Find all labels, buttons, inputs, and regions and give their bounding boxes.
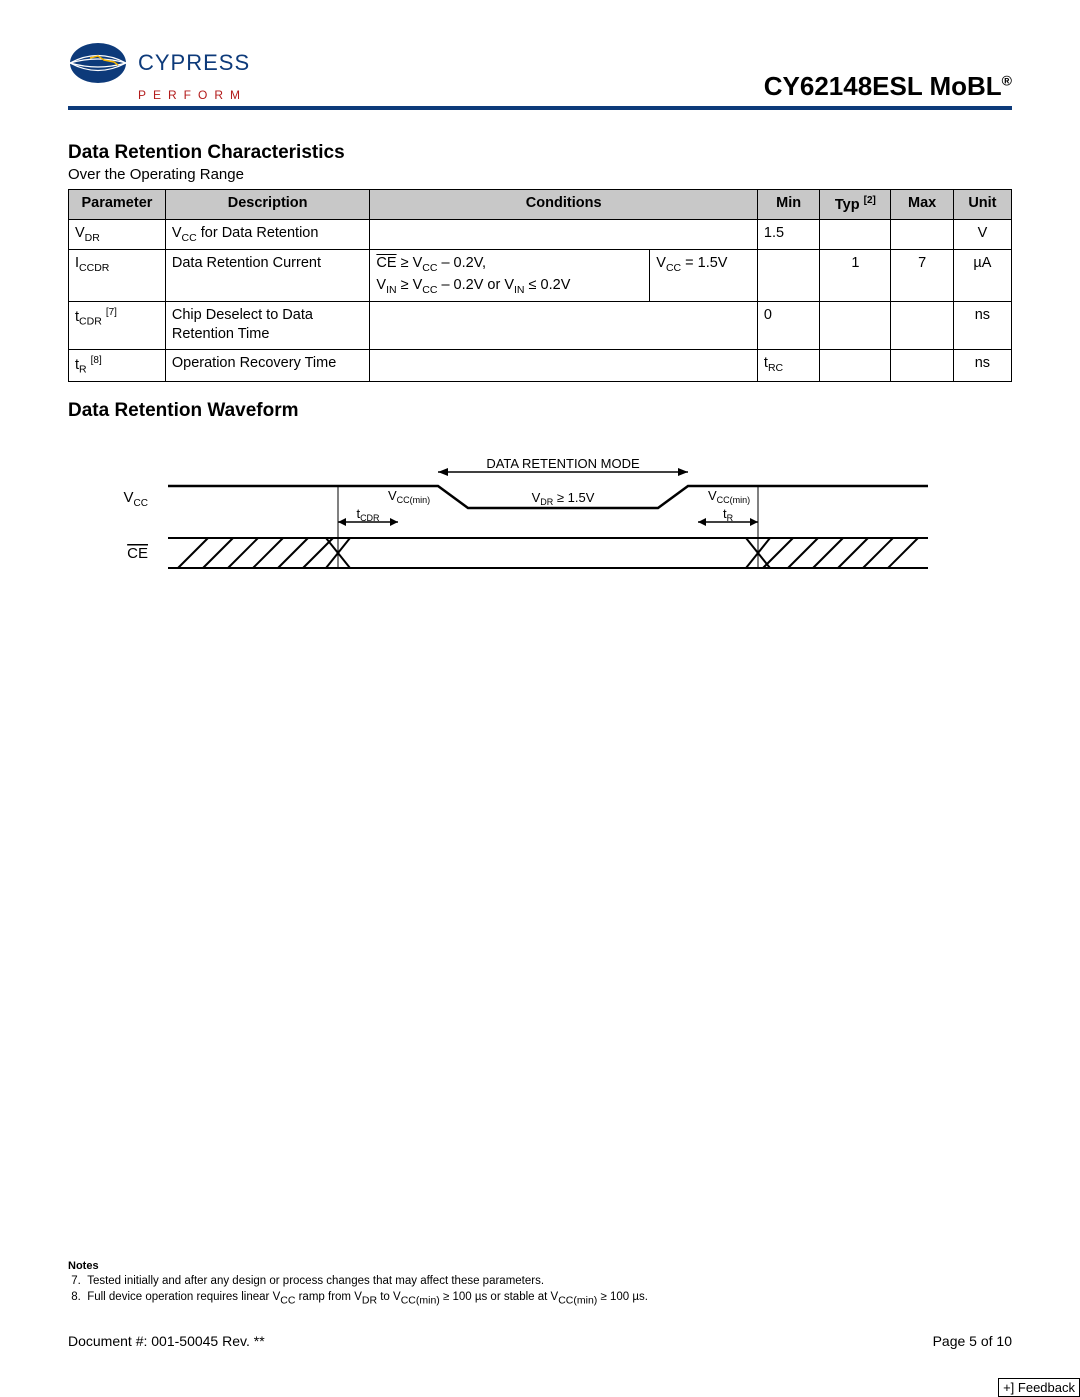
svg-text:VDR ≥ 1.5V: VDR ≥ 1.5V xyxy=(532,490,595,507)
col-min: Min xyxy=(757,190,819,220)
svg-text:VCC(min): VCC(min) xyxy=(708,488,750,505)
page-number: Page 5 of 10 xyxy=(933,1333,1012,1349)
section-subtitle: Over the Operating Range xyxy=(68,166,1012,183)
header-rule xyxy=(68,106,1012,110)
section-title-waveform: Data Retention Waveform xyxy=(68,400,1012,422)
col-typ: Typ [2] xyxy=(820,190,891,220)
data-retention-table: Parameter Description Conditions Min Typ… xyxy=(68,189,1012,382)
notes-heading: Notes xyxy=(68,1260,1012,1272)
svg-text:tR: tR xyxy=(723,506,734,523)
globe-icon xyxy=(68,40,132,86)
col-parameter: Parameter xyxy=(69,190,166,220)
col-unit: Unit xyxy=(953,190,1011,220)
page-header: CYPRESS PERFORM CY62148ESL MoBL® xyxy=(68,40,1012,102)
document-number: Document #: 001-50045 Rev. ** xyxy=(68,1333,265,1349)
svg-text:tCDR: tCDR xyxy=(356,506,380,523)
waveform-diagram: VCC CE DATA RETENTION MODE VCC(min) VCC(… xyxy=(68,450,1012,595)
table-row: tR [8] Operation Recovery Time tRC ns xyxy=(69,349,1012,381)
col-max: Max xyxy=(891,190,953,220)
section-title-characteristics: Data Retention Characteristics xyxy=(68,142,1012,164)
logo: CYPRESS PERFORM xyxy=(68,40,250,102)
brand-text: CYPRESS xyxy=(138,50,250,76)
svg-text:DATA RETENTION MODE: DATA RETENTION MODE xyxy=(486,456,640,471)
table-row: VDR VCC for Data Retention 1.5 V xyxy=(69,220,1012,250)
feedback-button[interactable]: +] Feedback xyxy=(998,1378,1080,1397)
col-conditions: Conditions xyxy=(370,190,758,220)
note-7: 7. Tested initially and after any design… xyxy=(68,1274,1012,1290)
tagline: PERFORM xyxy=(138,88,247,102)
svg-text:VCC: VCC xyxy=(124,489,148,509)
svg-text:CE: CE xyxy=(127,545,148,562)
part-number: CY62148ESL MoBL® xyxy=(764,71,1012,102)
col-description: Description xyxy=(165,190,370,220)
note-8: 8. Full device operation requires linear… xyxy=(68,1290,1012,1307)
svg-text:VCC(min): VCC(min) xyxy=(388,488,430,505)
page-footer: Notes 7. Tested initially and after any … xyxy=(68,1260,1012,1349)
table-row: tCDR [7] Chip Deselect to Data Retention… xyxy=(69,301,1012,349)
table-row: ICCDR Data Retention Current CE ≥ VCC – … xyxy=(69,250,1012,301)
